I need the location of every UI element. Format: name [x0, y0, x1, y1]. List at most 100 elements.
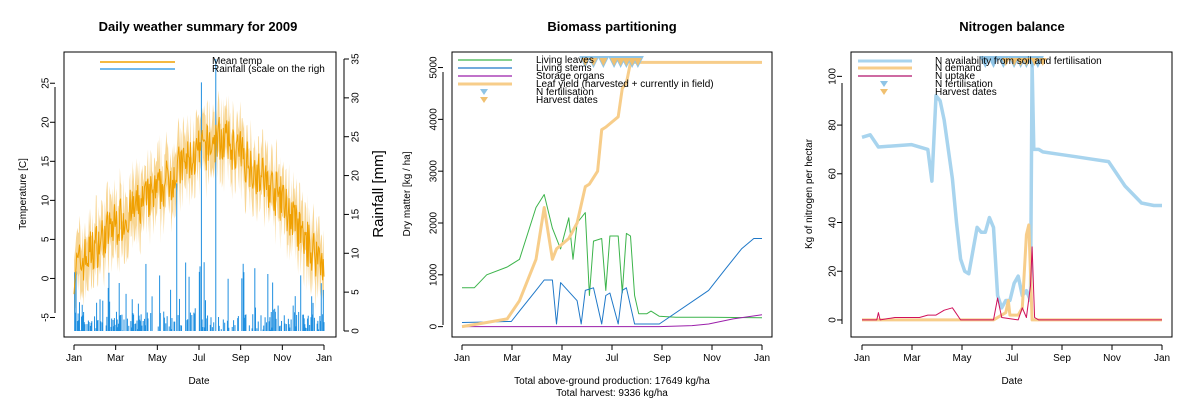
y-tick-label: 1000 [429, 263, 440, 286]
y-tick-label: 0 [828, 317, 839, 323]
n-fertilisation-marker [987, 56, 1000, 68]
y-tick-label: 5 [41, 236, 52, 242]
mean-temp-line [73, 116, 325, 295]
harvest-marker [599, 58, 608, 66]
y-tick-label: 0 [41, 275, 52, 281]
panel-biomass: Biomass partitioning Living leaves Livin… [402, 19, 773, 399]
nitrogen-y-ticks: 0 20 40 60 80 100 [828, 68, 842, 323]
x-tick-label: Jan [1154, 353, 1170, 364]
nitrogen-title: Nitrogen balance [959, 19, 1064, 34]
x-tick-label: Sep [1053, 353, 1071, 364]
y-tick-label: 20 [828, 265, 839, 277]
y-tick-label: 10 [41, 194, 52, 206]
y2-tick-label: 35 [351, 53, 362, 65]
y-tick-label: 100 [828, 68, 839, 85]
living-stems-line [461, 238, 762, 325]
harvest-marker [633, 58, 642, 66]
harvest-marker [1001, 58, 1010, 66]
biomass-lines-layer [461, 60, 763, 329]
temp-line-layer [73, 116, 325, 295]
harvest-marker [1030, 58, 1039, 66]
y-tick-label: 80 [828, 119, 839, 131]
y2-tick-label: 10 [351, 247, 362, 259]
y2-tick-label: 5 [351, 289, 362, 295]
y-tick-label: 5000 [429, 56, 440, 79]
harvest-marker [1022, 58, 1031, 66]
legend-n-fertilisation: N fertilisation [536, 87, 594, 98]
x-tick-label: Sep [232, 353, 250, 364]
legend-n-availability: N availability from soil and fertilisati… [935, 56, 1102, 67]
weather-ylabel: Temperature [C] [18, 158, 29, 230]
biomass-footnote-production: Total above-ground production: 17649 kg/… [514, 376, 710, 387]
y-tick-label: 20 [41, 116, 52, 128]
biomass-ylabel: Dry matter [kg / ha] [402, 151, 413, 236]
legend-harvest-dates-3: Harvest dates [935, 87, 997, 98]
n-availability-line [861, 62, 1162, 310]
y2-tick-label: 30 [351, 92, 362, 104]
x-tick-label: May [148, 353, 167, 364]
biomass-title: Biomass partitioning [547, 19, 676, 34]
harvest-marker [616, 58, 625, 66]
x-tick-label: Jul [1006, 353, 1019, 364]
x-tick-label: Nov [1103, 353, 1121, 364]
legend-n-uptake: N uptake [935, 71, 975, 82]
harvest-marker [610, 58, 619, 66]
n-demand-line [862, 223, 1162, 322]
x-tick-label: Mar [107, 353, 125, 364]
y-tick-label: 15 [41, 155, 52, 167]
legend-n-demand: N demand [935, 63, 981, 74]
weather-y2label: Rainfall [mm] [370, 150, 387, 238]
y-tick-label: 4000 [429, 108, 440, 131]
legend-living-leaves: Living leaves [536, 55, 594, 66]
harvest-marker [1038, 58, 1047, 66]
n-uptake-line [862, 246, 1162, 321]
legend-harvest-dates: Harvest dates [536, 95, 598, 106]
y2-tick-label: 25 [351, 131, 362, 143]
x-tick-label: Jan [754, 353, 770, 364]
harvest-marker [622, 58, 631, 66]
y-tick-label: 60 [828, 168, 839, 180]
y2-tick-label: 0 [351, 328, 362, 334]
legend-n-fert-marker-3 [880, 81, 888, 87]
x-tick-label: Nov [273, 353, 291, 364]
storage-organs-line [462, 314, 763, 328]
weather-y-ticks: -5 0 5 10 15 20 25 [41, 77, 55, 322]
harvest-marker [589, 58, 598, 66]
x-tick-label: Mar [503, 353, 521, 364]
x-tick-label: Jan [854, 353, 870, 364]
weather-plot-box [63, 51, 337, 338]
panel-nitrogen: Nitrogen balance N availability from soi… [804, 19, 1173, 387]
legend-n-fert-marker [480, 89, 488, 95]
y-tick-label: 40 [828, 217, 839, 229]
n-fertilisation-marker [979, 56, 992, 68]
legend-living-stems: Living stems [536, 63, 592, 74]
nitrogen-lines-layer [861, 62, 1162, 322]
weather-title: Daily weather summary for 2009 [99, 19, 298, 34]
legend-harvest-marker [480, 97, 488, 103]
x-tick-label: Jul [193, 353, 206, 364]
harvest-marker [1010, 58, 1019, 66]
y-tick-label: 0 [429, 323, 440, 329]
nitrogen-plot-box [850, 51, 1173, 338]
nitrogen-x-ticks: Jan Mar May Jul Sep Nov Jan [854, 345, 1170, 364]
x-tick-label: Jan [316, 353, 332, 364]
rainfall-bars-layer [74, 59, 325, 331]
y-tick-label: 2000 [429, 211, 440, 234]
biomass-markers-layer [579, 56, 644, 68]
y2-tick-label: 20 [351, 170, 362, 182]
panel-weather: Daily weather summary for 2009 Mean temp… [18, 19, 387, 387]
harvest-marker [1016, 58, 1025, 66]
legend-rainfall: Rainfall (scale on the righ [212, 64, 325, 75]
y-tick-label: 3000 [429, 160, 440, 183]
weather-x-ticks: Jan Mar May Jul Sep Nov Jan [66, 345, 332, 364]
y-tick-label: -5 [41, 313, 52, 322]
harvest-marker [581, 58, 590, 66]
legend-storage-organs: Storage organs [536, 71, 604, 82]
legend-leaf-yield: Leaf yield (harvested + currently in fie… [536, 79, 714, 90]
leaf-yield-line [461, 60, 762, 329]
weather-y2-ticks: 0 5 10 15 20 25 30 35 [344, 53, 362, 334]
nitrogen-ylabel: Kg of nitrogen per hectar [804, 138, 815, 249]
biomass-plot-box [451, 51, 773, 338]
x-tick-label: Sep [653, 353, 671, 364]
